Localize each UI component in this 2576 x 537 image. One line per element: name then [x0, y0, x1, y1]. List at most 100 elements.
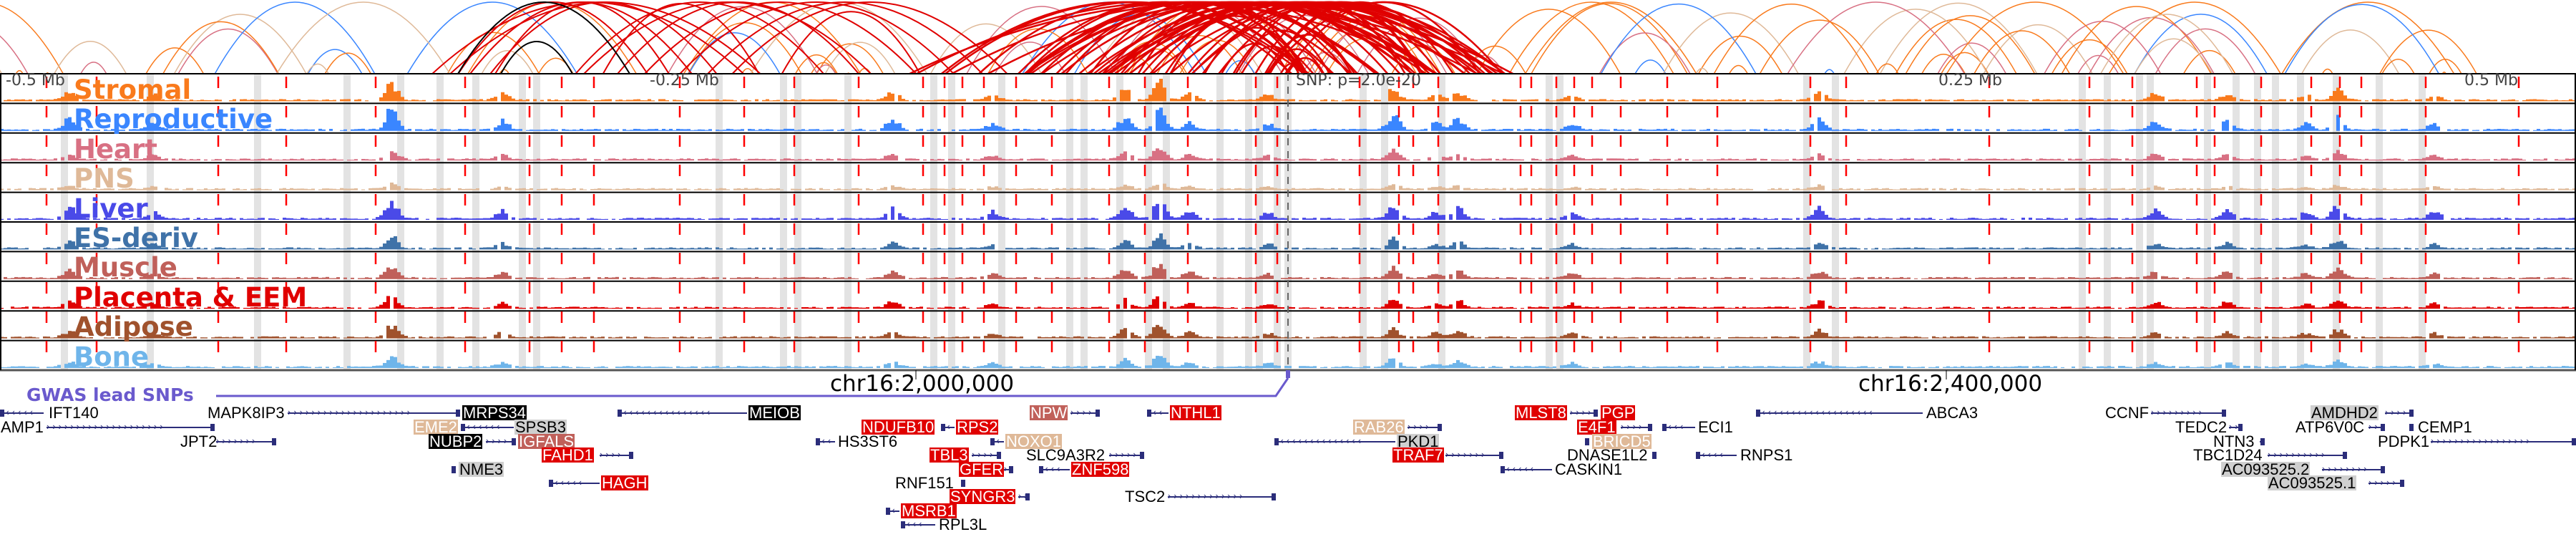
gene-label[interactable]: TSC2 [1125, 488, 1166, 505]
interaction-arc [162, 21, 279, 74]
gene-label[interactable]: ABCA3 [1926, 404, 1979, 422]
gene-label[interactable]: TBC1D24 [2193, 446, 2263, 464]
axis-label-right: 0.5 Mb [2464, 72, 2518, 90]
gene-label[interactable]: NDUFB10 [862, 418, 935, 436]
gene-exon [886, 508, 890, 515]
interaction-arc [945, 1, 1309, 74]
interaction-arc [1087, 1, 1465, 74]
gene-label[interactable]: AMP1 [1, 418, 44, 436]
gene-label[interactable]: PDPK1 [2378, 432, 2430, 450]
gene-label[interactable]: NPW [1030, 404, 1068, 422]
gene-exon [2343, 452, 2347, 459]
gene-label[interactable]: TEDC2 [2175, 418, 2228, 436]
gene-label[interactable]: FAHD1 [542, 446, 594, 464]
gene-label[interactable]: HAGH [601, 474, 648, 492]
gene-exon [2381, 466, 2385, 473]
gene-label[interactable]: AC093525.1 [2268, 474, 2357, 492]
strand-forward-icon: ›››› [1407, 422, 1432, 432]
gene-label[interactable]: SLC9A3R2 [1026, 446, 1106, 464]
gene-label[interactable]: DNASE1L2 [1567, 446, 1648, 464]
gene-exon [1594, 410, 1598, 417]
gene-label[interactable]: JPT2 [180, 432, 218, 450]
signal-track-muscle [4, 263, 2572, 279]
axis-label-right-mid: 0.25 Mb [1938, 72, 2002, 90]
gene-label[interactable]: EME2 [414, 418, 458, 436]
gene-label[interactable]: RAB26 [1353, 418, 1405, 436]
gene-label[interactable]: RNPS1 [1740, 446, 1793, 464]
gene-body-line [1445, 455, 1503, 456]
gene-label[interactable]: IFT140 [49, 404, 99, 422]
strand-forward-icon: ›› [2368, 422, 2381, 432]
gene-label[interactable]: NTHL1 [1170, 404, 1221, 422]
gene-exon [0, 410, 4, 417]
track-label: Adipose [74, 311, 193, 343]
gene-label[interactable]: IGFALS [518, 432, 575, 450]
gene-label[interactable]: MSRB1 [901, 502, 957, 520]
interaction-arc [447, 32, 540, 74]
gene-label[interactable]: NUBP2 [429, 432, 483, 450]
gene-label[interactable]: TBL3 [930, 446, 969, 464]
gene-exon [1585, 438, 1589, 445]
gene-label[interactable]: RNF151 [895, 474, 954, 492]
gene-label[interactable]: TRAF7 [1392, 446, 1444, 464]
interaction-arc [1983, 24, 2093, 74]
strand-forward-icon: ››››››››››››››››››››› [288, 407, 413, 417]
gene-label[interactable]: ZNF598 [1071, 460, 1130, 478]
interaction-arc [0, 4, 64, 74]
gene-label[interactable]: BRICD5 [1592, 432, 1652, 450]
gene-label[interactable]: MEIOB [748, 404, 801, 422]
gene-body-line [1004, 469, 1013, 470]
interaction-arc [15, 69, 24, 74]
gene-label[interactable]: RPS2 [956, 418, 999, 436]
gene-exon [2260, 438, 2265, 445]
interaction-arc [275, 1, 451, 74]
gene-label[interactable]: HS3ST6 [838, 432, 898, 450]
gene-label[interactable]: AMDHD2 [2311, 404, 2379, 422]
strand-forward-icon: ››››››››››››› [1168, 491, 1246, 501]
gene-exon [1756, 410, 1760, 417]
gene-label[interactable]: MAPK8IP3 [208, 404, 285, 422]
gene-label[interactable]: MLST8 [1515, 404, 1567, 422]
strand-forward-icon: ›››› [1570, 407, 1594, 417]
gene-exon [1652, 452, 1657, 459]
gene-label[interactable]: SYNGR3 [950, 488, 1016, 505]
gene-exon [1039, 466, 1043, 473]
gene-label[interactable]: NTN3 [2213, 432, 2255, 450]
interaction-arc [499, 69, 509, 74]
track-label: Reproductive [74, 104, 273, 135]
track-label: Muscle [74, 252, 177, 284]
gene-body-line [0, 412, 44, 414]
gene-label[interactable]: NOXO1 [1005, 432, 1063, 450]
interaction-arc [80, 62, 107, 74]
interaction-arc [1097, 1, 1498, 74]
gene-label[interactable]: GFER [959, 460, 1005, 478]
signal-tracks [0, 73, 2576, 397]
gene-label[interactable]: CCNF [2105, 404, 2150, 422]
interaction-arc [667, 6, 818, 74]
gene-label[interactable]: E4F1 [1577, 418, 1616, 436]
strand-reverse-icon: ‹‹‹‹‹ [1696, 450, 1726, 460]
interaction-arc [602, 2, 760, 74]
gene-label[interactable]: SPSB3 [514, 418, 567, 436]
gene-label[interactable]: PKD1 [1397, 432, 1440, 450]
interaction-arc [1599, 32, 1691, 74]
gene-label[interactable]: NME3 [459, 460, 504, 478]
interaction-arc [994, 42, 1066, 74]
interaction-arc [2044, 21, 2162, 74]
interaction-arc [1695, 67, 1709, 74]
gene-label[interactable]: RPL3L [939, 516, 987, 533]
interaction-arc [1508, 1, 1674, 74]
gene-exon [1272, 493, 1276, 500]
gene-exon [1140, 452, 1144, 459]
gene-label[interactable]: MRPS34 [462, 404, 527, 422]
strand-reverse-icon: ‹‹‹‹‹‹ [0, 407, 36, 417]
gene-label[interactable]: PGP [1601, 404, 1636, 422]
gene-exon [1096, 410, 1100, 417]
signal-track-placenta-eem [0, 296, 2576, 309]
gene-label[interactable]: CASKIN1 [1555, 460, 1623, 478]
gene-label[interactable]: AC093525.2 [2221, 460, 2311, 478]
gene-label[interactable]: ATP6V0C [2296, 418, 2365, 436]
gene-body-line [47, 427, 215, 428]
gene-label[interactable]: ECI1 [1698, 418, 1733, 436]
gene-label[interactable]: CEMP1 [2418, 418, 2472, 436]
